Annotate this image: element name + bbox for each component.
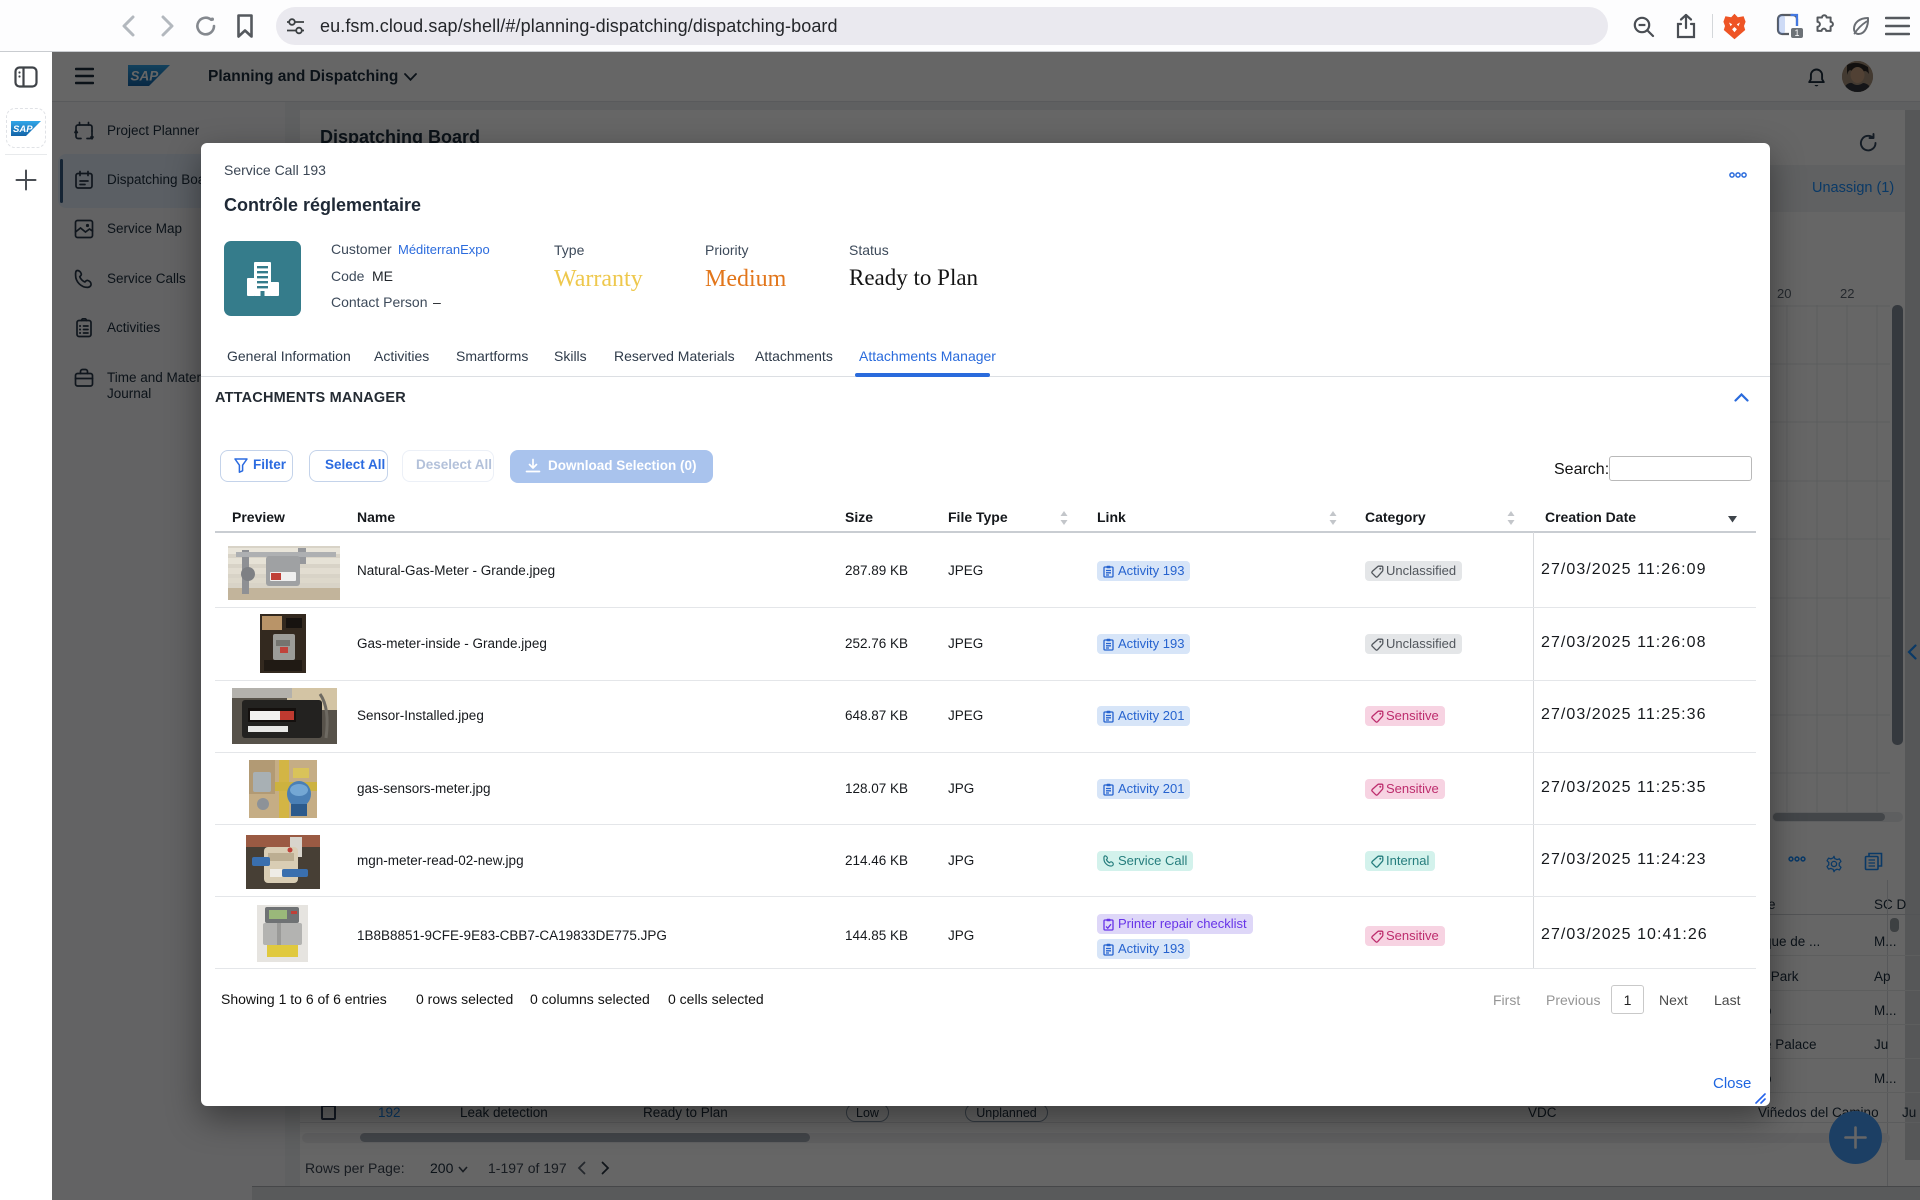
svg-text:SAP: SAP bbox=[13, 124, 33, 135]
